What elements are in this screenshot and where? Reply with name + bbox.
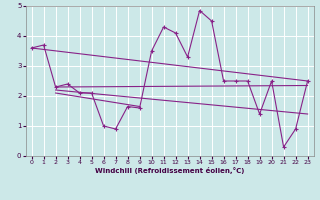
X-axis label: Windchill (Refroidissement éolien,°C): Windchill (Refroidissement éolien,°C): [95, 167, 244, 174]
